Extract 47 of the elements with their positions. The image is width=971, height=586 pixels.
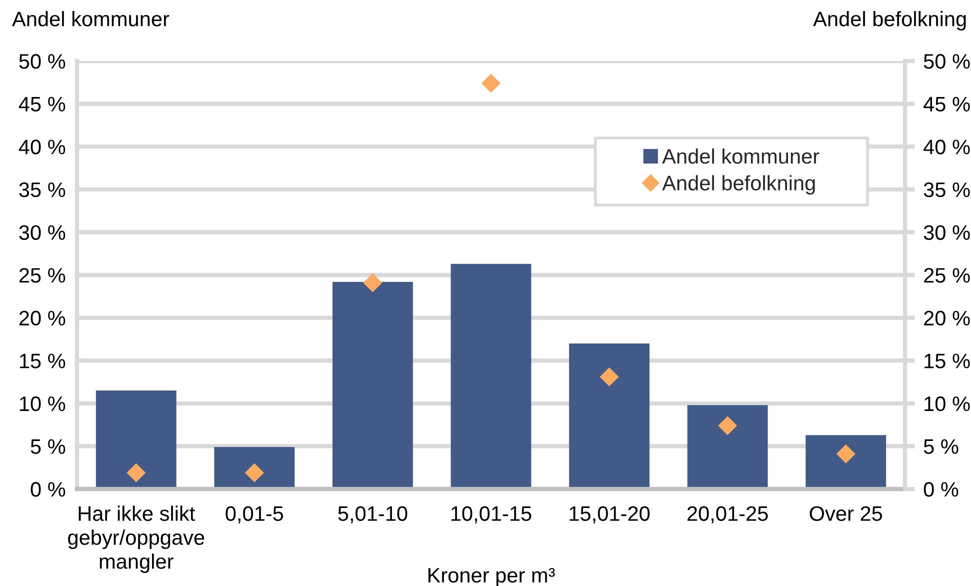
legend-label: Andel kommuner [662, 148, 820, 164]
point [836, 444, 856, 464]
bar [569, 343, 650, 489]
y2-tick-label: 15 % [924, 354, 970, 368]
y2-tick-label: 10 % [924, 396, 970, 412]
x-tick-label: 10,01-15 [451, 506, 532, 524]
y2-tick-label: 5 % [924, 439, 958, 454]
bar [687, 405, 768, 489]
y-axis-title: Andel kommuner [12, 11, 170, 26]
y-tick-label: 20 % [19, 310, 66, 326]
x-tick-label: 0,01-5 [226, 506, 284, 524]
y-tick-label: 40 % [18, 140, 66, 154]
y-tick-label: 45 % [18, 96, 66, 112]
point [600, 367, 619, 386]
y2-tick-label: 25 % [924, 268, 970, 283]
y-tick-label: 10 % [20, 396, 66, 412]
x-tick-label: Over 25 [810, 506, 882, 521]
point [363, 273, 382, 292]
y-tick-label: 5 % [30, 439, 66, 454]
y-tick-label: 15 % [20, 354, 66, 368]
bar [214, 447, 295, 489]
point [126, 463, 146, 482]
bar [806, 435, 886, 489]
point [718, 416, 738, 436]
y2-tick-label: 45 % [924, 96, 970, 112]
x-tick-label: 5,01-10 [338, 506, 408, 524]
point [481, 74, 501, 93]
y2-tick-label: 50 % [924, 54, 970, 69]
y-tick-label: 25 % [19, 268, 66, 283]
x-tick-label: 20,01-25 [688, 506, 768, 524]
y-tick-label: 50 % [19, 54, 66, 69]
y2-tick-label: 0 % [924, 482, 958, 497]
y2-tick-label: 20 % [924, 310, 970, 326]
y-tick-label: 35 % [19, 182, 66, 198]
x-tick-label: 15,01-20 [570, 506, 650, 524]
legend-label: Andel befolkning [662, 175, 815, 195]
y2-tick-label: 40 % [924, 140, 970, 154]
point [244, 463, 264, 482]
bar [332, 282, 413, 489]
y-tick-label: 0 % [30, 482, 66, 497]
y2-tick-label: 30 % [924, 225, 970, 240]
y2-axis-title: Andel befolkning [813, 11, 966, 30]
y2-tick-label: 35 % [924, 182, 970, 198]
bar [450, 264, 532, 489]
bar [96, 390, 176, 489]
y-tick-label: 30 % [19, 225, 66, 240]
x-tick-label: Har ikke slikt gebyr/oppgave mangler [68, 506, 204, 573]
